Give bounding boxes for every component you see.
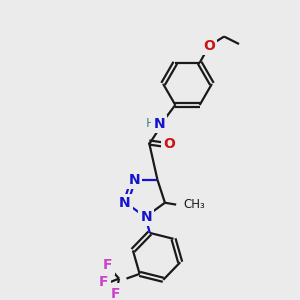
Text: O: O: [203, 39, 215, 53]
Text: N: N: [154, 117, 165, 131]
Text: N: N: [140, 210, 152, 224]
Text: CH₃: CH₃: [184, 198, 206, 211]
Text: N: N: [119, 196, 130, 210]
Text: F: F: [103, 258, 112, 272]
Text: H: H: [145, 117, 155, 130]
Text: F: F: [99, 275, 109, 289]
Text: F: F: [110, 286, 120, 300]
Text: O: O: [163, 137, 175, 152]
Text: N: N: [128, 173, 140, 187]
